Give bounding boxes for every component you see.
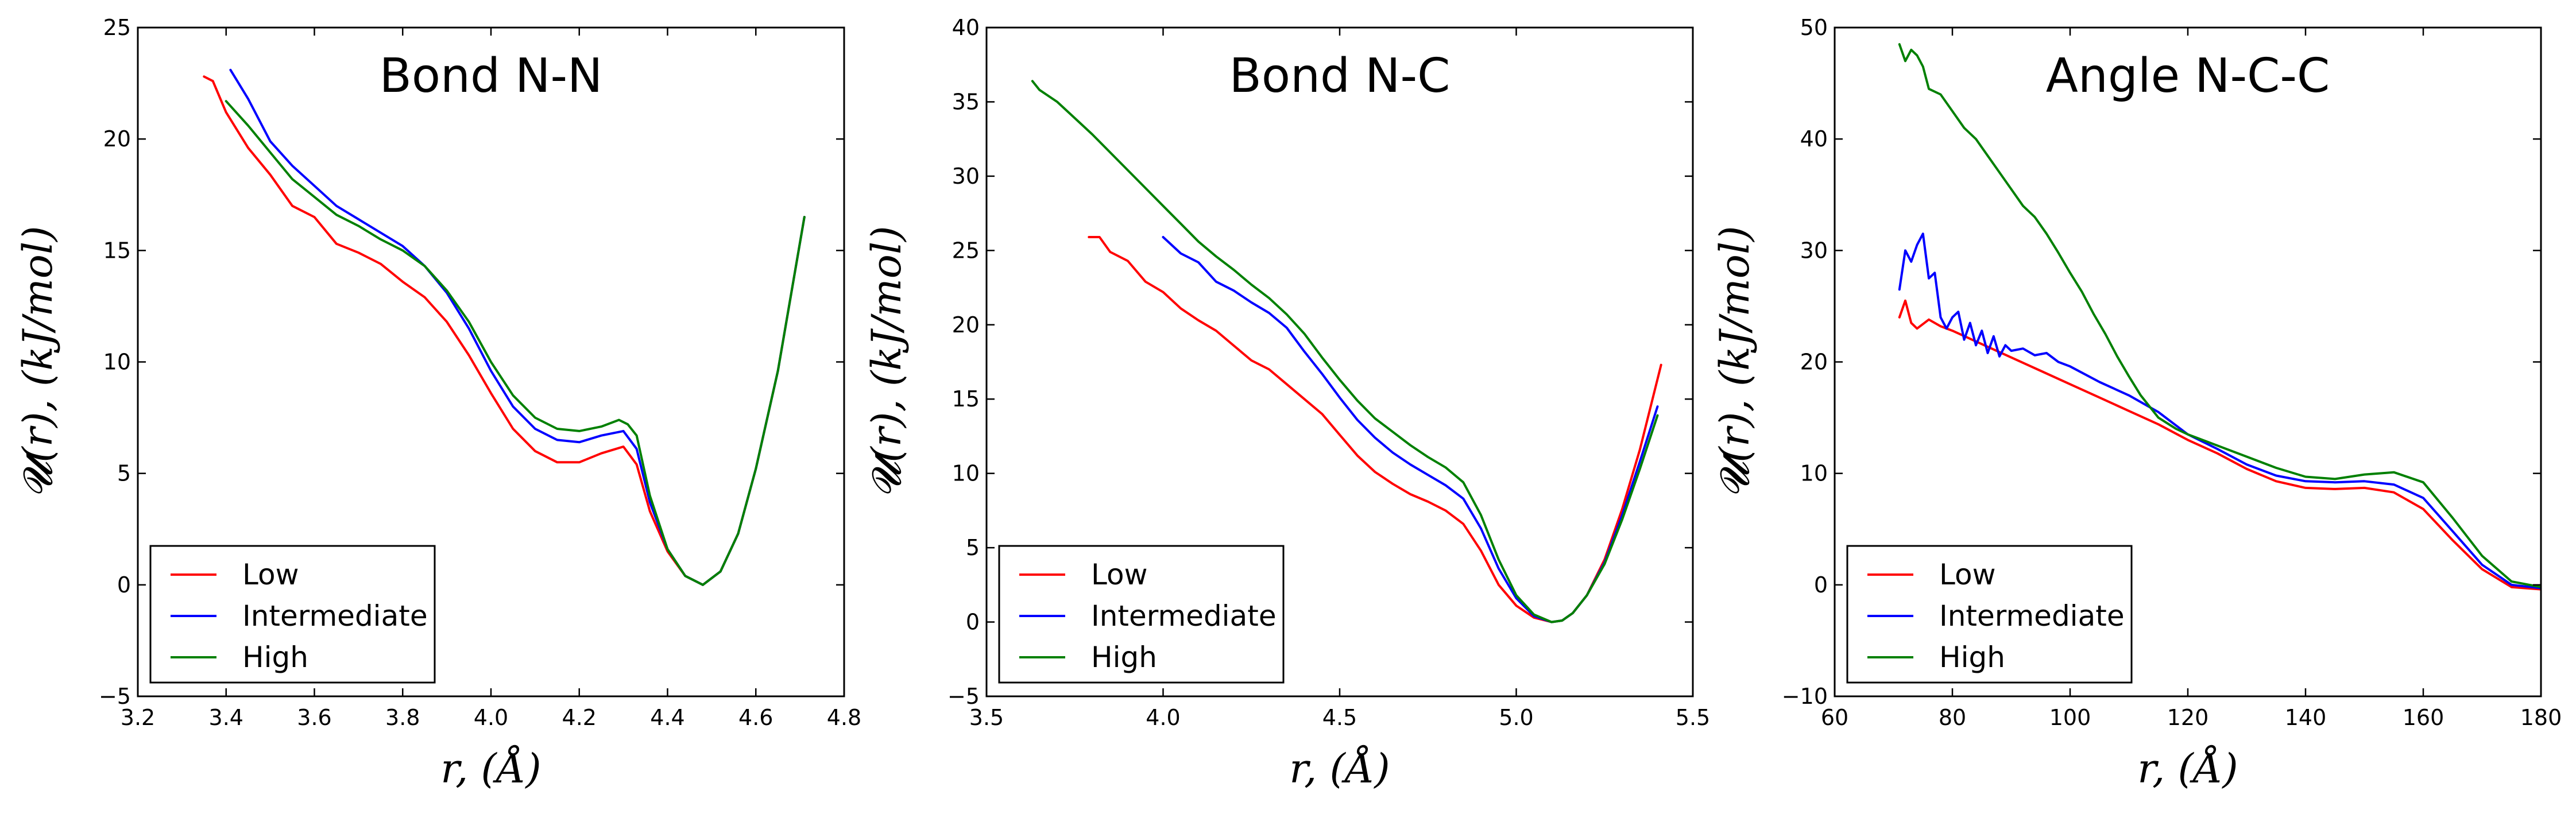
y-tick-label: −5	[947, 684, 980, 709]
x-tick-label: 160	[2403, 705, 2445, 730]
legend-box	[1846, 545, 2133, 684]
y-tick-label: 30	[952, 164, 980, 189]
chart-panel-1: 3.2 3.4 3.6 3.8 4.0 4.2 4.4 4.6 4.8 −5 0 5 10 15 20 25 B…	[14, 15, 861, 792]
series-line-high	[1898, 43, 2541, 588]
y-tick-label: 20	[103, 126, 131, 152]
y-tick-label: 50	[1800, 15, 1828, 40]
x-tick-label: 3.5	[969, 705, 1004, 730]
y-tick-label: 25	[952, 238, 980, 263]
legend: Low Intermediate High	[998, 545, 1285, 684]
y-tick-label: 40	[1800, 126, 1828, 152]
legend-box	[149, 545, 436, 684]
legend-label-low: Low	[1939, 558, 1995, 591]
x-tick-label: 4.4	[650, 705, 684, 730]
x-tick-label: 4.0	[474, 705, 508, 730]
x-axis-label: r, (Å)	[2137, 745, 2238, 792]
legend: Low Intermediate High	[1846, 545, 2133, 684]
legend-label-intermediate: Intermediate	[242, 599, 428, 633]
y-tick-label: 0	[117, 572, 131, 598]
series-line-low	[203, 75, 806, 586]
legend-label-high: High	[242, 641, 308, 674]
x-axis-label: r, (Å)	[440, 745, 541, 792]
y-tick-label: 15	[103, 238, 131, 263]
x-tick-label: 3.6	[297, 705, 331, 730]
y-tick-label: 5	[117, 461, 131, 486]
y-tick-label: 0	[1814, 572, 1828, 598]
legend-label-low: Low	[1091, 558, 1147, 591]
x-tick-label: 3.4	[209, 705, 243, 730]
y-tick-label: 35	[952, 89, 980, 114]
x-tick-label: 60	[1821, 705, 1848, 730]
chart-title: Bond N-C	[1229, 49, 1451, 103]
x-tick-label: 4.2	[562, 705, 597, 730]
y-tick-label: 0	[966, 610, 980, 635]
y-tick-label: 25	[103, 15, 131, 40]
x-tick-label: 3.8	[385, 705, 420, 730]
chart-panel-3: 60 80 100 120 140 160 180 −10 0 10 20 30 40 50 Angle N…	[1711, 15, 2562, 792]
x-tick-label: 80	[1939, 705, 1966, 730]
y-tick-label: 30	[1800, 238, 1828, 263]
legend-label-low: Low	[242, 558, 299, 591]
series-line-high	[1031, 80, 1659, 623]
chart-panel-2: 3.5 4.0 4.5 5.0 5.5 −5 0 5 10 15 20 25 30 35 40 Bond N-…	[863, 15, 1710, 792]
legend-label-high: High	[1091, 641, 1157, 674]
y-tick-label: 20	[952, 312, 980, 338]
series-line-intermediate	[1898, 232, 2541, 590]
legend-box	[998, 545, 1285, 684]
y-tick-label: −5	[99, 684, 131, 709]
chart-title: Angle N-C-C	[2046, 49, 2330, 103]
x-tick-label: 100	[2049, 705, 2091, 730]
x-tick-label: 4.0	[1146, 705, 1180, 730]
y-tick-label: 10	[103, 350, 131, 375]
series-group	[203, 68, 806, 586]
y-axis-label: 𝓤(r), (kJ/mol)	[1711, 226, 1758, 498]
x-tick-label: 140	[2285, 705, 2327, 730]
x-tick-label: 3.2	[121, 705, 155, 730]
y-tick-label: −10	[1782, 684, 1828, 709]
y-axis-label: 𝓤(r), (kJ/mol)	[863, 226, 910, 498]
series-group	[1898, 43, 2541, 591]
y-tick-label: 10	[1800, 461, 1828, 486]
x-tick-label: 4.5	[1322, 705, 1357, 730]
series-line-high	[225, 100, 806, 586]
legend-label-high: High	[1939, 641, 2005, 674]
y-tick-label: 10	[952, 461, 980, 486]
chart-title: Bond N-N	[380, 49, 603, 103]
x-tick-label: 5.5	[1676, 705, 1710, 730]
y-axis-label: 𝓤(r), (kJ/mol)	[14, 226, 61, 498]
y-tick-label: 5	[966, 535, 980, 560]
y-tick-label: 20	[1800, 350, 1828, 375]
x-tick-label: 180	[2520, 705, 2562, 730]
series-line-low	[1898, 299, 2541, 591]
legend: Low Intermediate High	[149, 545, 436, 684]
legend-label-intermediate: Intermediate	[1939, 599, 2125, 633]
x-axis-label: r, (Å)	[1289, 745, 1390, 792]
x-tick-label: 4.8	[827, 705, 861, 730]
series-group	[1031, 80, 1662, 623]
y-tick-label: 15	[952, 386, 980, 412]
series-line-intermediate	[229, 68, 806, 586]
x-tick-label: 4.6	[738, 705, 773, 730]
legend-label-intermediate: Intermediate	[1091, 599, 1277, 633]
y-tick-label: 40	[952, 15, 980, 40]
x-tick-label: 5.0	[1499, 705, 1533, 730]
x-tick-label: 120	[2167, 705, 2209, 730]
